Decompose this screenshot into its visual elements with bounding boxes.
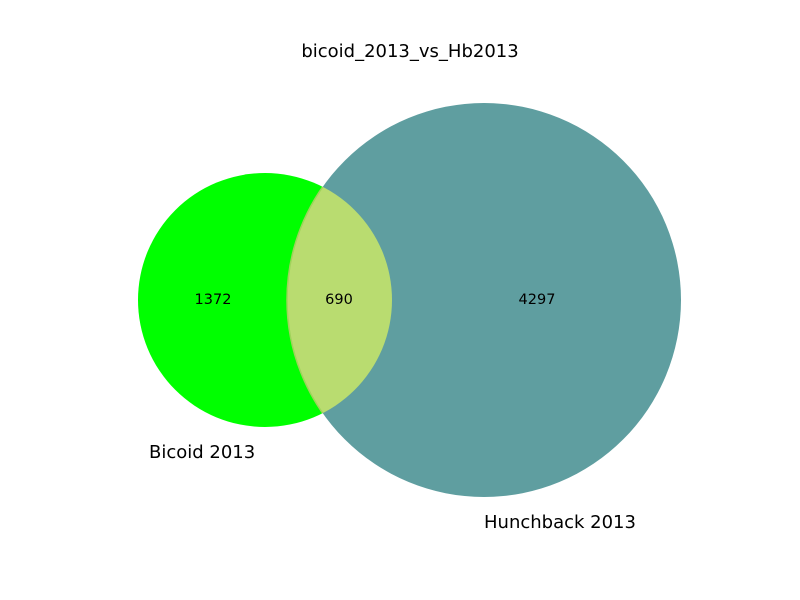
chart-title: bicoid_2013_vs_Hb2013 — [301, 41, 518, 62]
set-label-bicoid: Bicoid 2013 — [149, 442, 255, 463]
bicoid-only-count: 1372 — [195, 292, 232, 308]
venn-diagram — [138, 103, 681, 497]
intersection-count: 690 — [325, 292, 353, 308]
set-label-hunchback: Hunchback 2013 — [484, 512, 636, 533]
set-hunchback-circle — [287, 103, 681, 497]
hunchback-only-count: 4297 — [519, 292, 556, 308]
